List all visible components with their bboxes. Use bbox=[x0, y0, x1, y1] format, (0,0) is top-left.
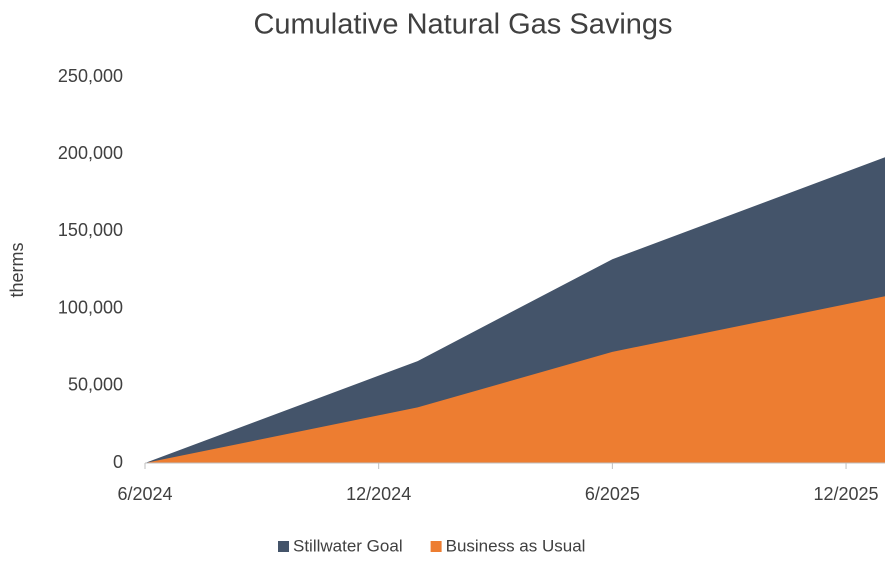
y-tick-label: 250,000 bbox=[58, 66, 123, 86]
x-tick-label: 12/2025 bbox=[814, 484, 879, 504]
area bbox=[145, 296, 885, 463]
x-tick-label: 6/2024 bbox=[117, 484, 172, 504]
legend-label: Stillwater Goal bbox=[293, 536, 403, 555]
y-tick-label: 200,000 bbox=[58, 143, 123, 163]
y-tick-label: 150,000 bbox=[58, 220, 123, 240]
x-tick-label: 6/2025 bbox=[585, 484, 640, 504]
y-tick-label: 50,000 bbox=[68, 375, 123, 395]
x-tick-label: 12/2024 bbox=[346, 484, 411, 504]
y-tick-label: 100,000 bbox=[58, 297, 123, 317]
legend-label: Business as Usual bbox=[446, 536, 586, 555]
y-tick-label: 0 bbox=[113, 452, 123, 472]
legend-swatch bbox=[430, 541, 442, 552]
y-axis-title: therms bbox=[7, 242, 27, 297]
legend-swatch bbox=[278, 541, 289, 552]
chart-title: Cumulative Natural Gas Savings bbox=[253, 9, 672, 41]
